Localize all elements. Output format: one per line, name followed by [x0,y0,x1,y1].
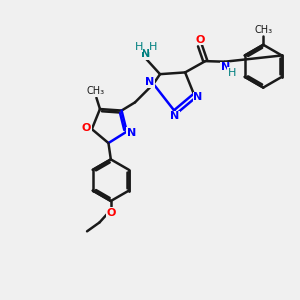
Text: H: H [149,41,158,52]
Text: O: O [106,208,116,218]
Text: O: O [82,123,91,133]
Text: N: N [220,62,230,72]
Text: H: H [134,41,143,52]
Text: N: N [127,128,136,138]
Text: N: N [170,111,179,122]
Text: H: H [228,68,236,78]
Text: N: N [194,92,203,102]
Text: CH₃: CH₃ [86,86,104,96]
Text: CH₃: CH₃ [255,25,273,35]
Text: N: N [141,49,150,59]
Text: O: O [195,35,205,45]
Text: N: N [145,77,154,88]
